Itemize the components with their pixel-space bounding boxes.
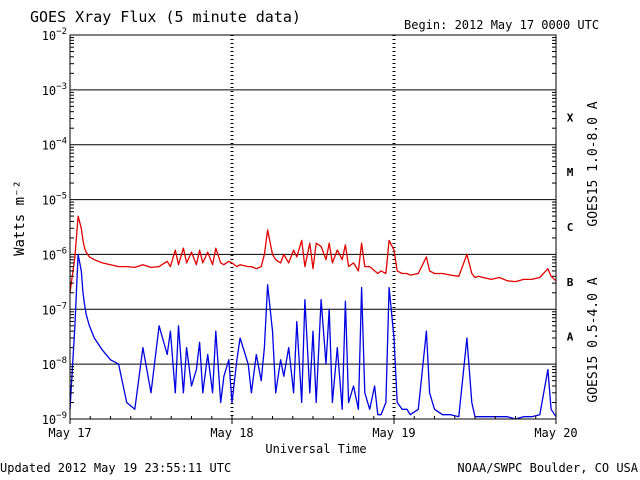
series-line-short-channel [69, 253, 557, 420]
y-tick-label: 10−8 [42, 356, 67, 372]
footer-updated: Updated 2012 May 19 23:55:11 UTC [0, 461, 231, 475]
flare-class-label: B [567, 276, 574, 289]
x-tick-label: May 18 [210, 426, 253, 440]
legend-long-channel: GOES15 1.0-8.0 A [586, 101, 601, 226]
y-tick-label: 10−5 [42, 192, 67, 208]
flare-class-label: A [567, 331, 574, 344]
x-axis-label: Universal Time [265, 442, 366, 456]
chart-title: GOES Xray Flux (5 minute data) [30, 8, 301, 26]
y-axis-label: Watts m⁻² [12, 180, 28, 256]
flare-class-label: X [567, 111, 574, 124]
y-tick-label: 10−3 [42, 82, 67, 98]
legend-short-channel: GOES15 0.5-4.0 A [586, 277, 601, 402]
plot-frame [69, 34, 557, 420]
begin-time: Begin: 2012 May 17 0000 UTC [404, 18, 599, 32]
y-tick-label: 10−7 [42, 301, 67, 317]
x-tick-label: May 20 [534, 426, 577, 440]
y-tick-label: 10−9 [42, 411, 67, 427]
series-line-long-channel [69, 215, 557, 293]
footer-credit: NOAA/SWPC Boulder, CO USA [457, 461, 638, 475]
x-tick-label: May 19 [372, 426, 415, 440]
flare-class-label: M [567, 166, 574, 179]
y-tick-label: 10−4 [42, 137, 67, 153]
y-tick-label: 10−6 [42, 246, 67, 262]
x-tick-label: May 17 [48, 426, 91, 440]
flare-class-label: C [567, 221, 574, 234]
y-tick-label: 10−2 [42, 27, 67, 43]
